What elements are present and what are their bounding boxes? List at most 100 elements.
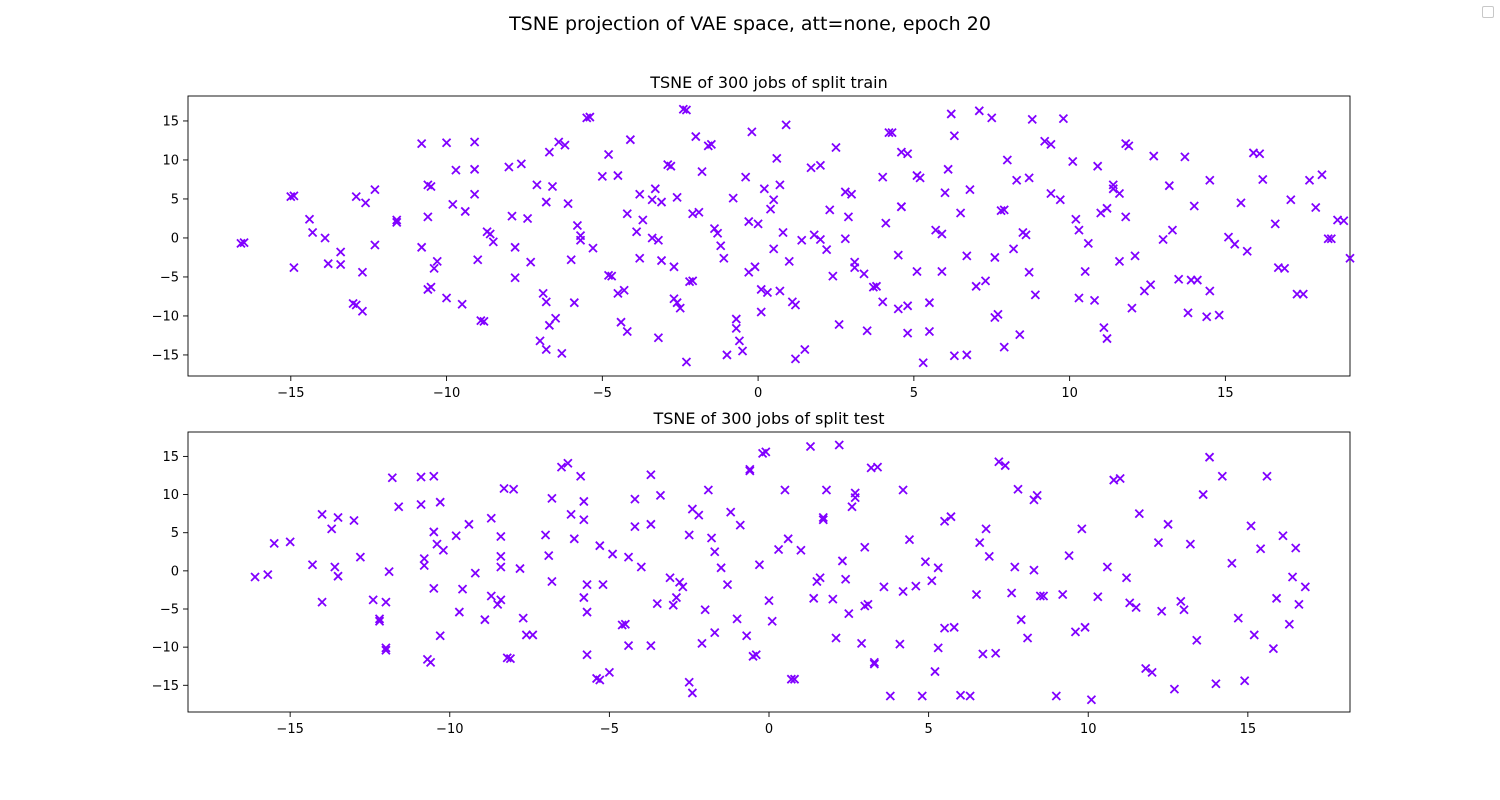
train-point bbox=[423, 212, 433, 222]
train-point bbox=[1149, 151, 1159, 161]
test-point bbox=[387, 473, 397, 483]
train-ytick-label: −5 bbox=[160, 270, 179, 285]
test-point bbox=[684, 677, 694, 687]
test-point bbox=[1227, 558, 1237, 568]
test-point bbox=[1121, 573, 1132, 583]
train-point bbox=[507, 211, 517, 221]
train-point bbox=[307, 227, 318, 238]
test-point bbox=[1013, 484, 1023, 494]
train-point bbox=[1027, 114, 1037, 125]
train-point bbox=[320, 233, 330, 243]
test-point bbox=[895, 639, 905, 649]
train-point bbox=[1074, 293, 1084, 303]
train-point bbox=[603, 270, 614, 281]
test-ytick-label: 15 bbox=[162, 450, 179, 465]
test-point bbox=[394, 502, 404, 512]
train-point bbox=[706, 139, 717, 149]
test-point bbox=[687, 688, 698, 698]
test-point bbox=[333, 512, 343, 523]
train-point bbox=[840, 234, 850, 244]
train-point bbox=[469, 189, 480, 199]
train-point bbox=[1205, 175, 1215, 185]
train-point bbox=[965, 184, 975, 195]
test-point bbox=[767, 616, 777, 626]
train-point bbox=[613, 170, 623, 181]
test-point bbox=[330, 562, 340, 572]
train-point bbox=[647, 195, 657, 205]
test-point bbox=[939, 516, 950, 526]
train-point bbox=[336, 247, 346, 257]
train-point bbox=[878, 297, 888, 307]
train-point bbox=[781, 120, 791, 130]
train-point bbox=[937, 266, 947, 277]
test-point bbox=[317, 597, 327, 607]
train-point bbox=[460, 206, 470, 217]
test-point bbox=[1064, 550, 1074, 561]
test-point bbox=[1086, 695, 1097, 705]
train-point bbox=[370, 184, 380, 195]
test-point bbox=[726, 507, 736, 517]
train-point bbox=[504, 162, 514, 172]
train-ytick-label: −15 bbox=[152, 348, 179, 363]
train-point bbox=[647, 233, 657, 243]
test-point bbox=[486, 591, 496, 601]
train-point bbox=[370, 240, 380, 250]
test-point bbox=[1058, 589, 1068, 600]
test-point bbox=[620, 619, 630, 629]
train-point bbox=[868, 282, 878, 292]
test-point bbox=[821, 485, 832, 495]
test-point bbox=[710, 547, 720, 557]
test-point bbox=[496, 551, 506, 561]
train-point bbox=[924, 298, 935, 308]
test-point bbox=[374, 614, 385, 624]
test-point bbox=[872, 462, 883, 472]
test-point bbox=[425, 657, 436, 668]
test-point bbox=[595, 541, 605, 551]
train-point bbox=[871, 281, 882, 291]
train-point bbox=[902, 149, 913, 159]
test-point bbox=[684, 530, 694, 540]
train-point bbox=[1083, 238, 1093, 249]
test-point bbox=[994, 457, 1004, 467]
train-point bbox=[675, 303, 685, 313]
train-point bbox=[678, 104, 688, 114]
train-point bbox=[999, 342, 1009, 352]
train-point bbox=[672, 298, 682, 308]
train-point bbox=[1236, 198, 1246, 208]
train-point bbox=[1317, 170, 1327, 180]
train-point bbox=[672, 192, 682, 203]
test-point bbox=[764, 595, 774, 606]
train-point bbox=[775, 180, 785, 190]
test-point bbox=[933, 643, 943, 653]
test-point bbox=[780, 485, 790, 495]
train-point bbox=[1174, 274, 1184, 284]
train-point bbox=[289, 262, 299, 273]
train-point bbox=[815, 160, 826, 171]
test-point bbox=[850, 492, 860, 503]
test-point bbox=[844, 608, 854, 619]
train-point bbox=[1080, 266, 1090, 277]
test-point bbox=[595, 675, 605, 685]
train-point bbox=[691, 131, 701, 142]
test-point bbox=[646, 640, 656, 651]
train-point bbox=[613, 288, 623, 298]
train-point bbox=[1339, 216, 1349, 226]
test-point bbox=[828, 594, 838, 604]
train-point bbox=[806, 163, 816, 173]
test-point bbox=[630, 494, 640, 504]
train-point bbox=[236, 238, 246, 249]
train-point bbox=[1102, 333, 1112, 344]
test-point bbox=[1204, 452, 1215, 462]
train-point bbox=[423, 284, 433, 295]
train-point bbox=[790, 300, 801, 310]
test-point bbox=[930, 666, 940, 677]
train-point bbox=[709, 223, 720, 234]
train-point bbox=[1311, 202, 1321, 213]
test-xtick-label: 15 bbox=[1240, 722, 1257, 737]
train-point bbox=[697, 167, 707, 177]
test-xtick-label: −10 bbox=[436, 722, 463, 737]
train-point bbox=[522, 213, 533, 224]
train-ytick-label: 10 bbox=[162, 153, 179, 168]
train-point bbox=[485, 229, 495, 239]
train-point bbox=[759, 184, 769, 194]
